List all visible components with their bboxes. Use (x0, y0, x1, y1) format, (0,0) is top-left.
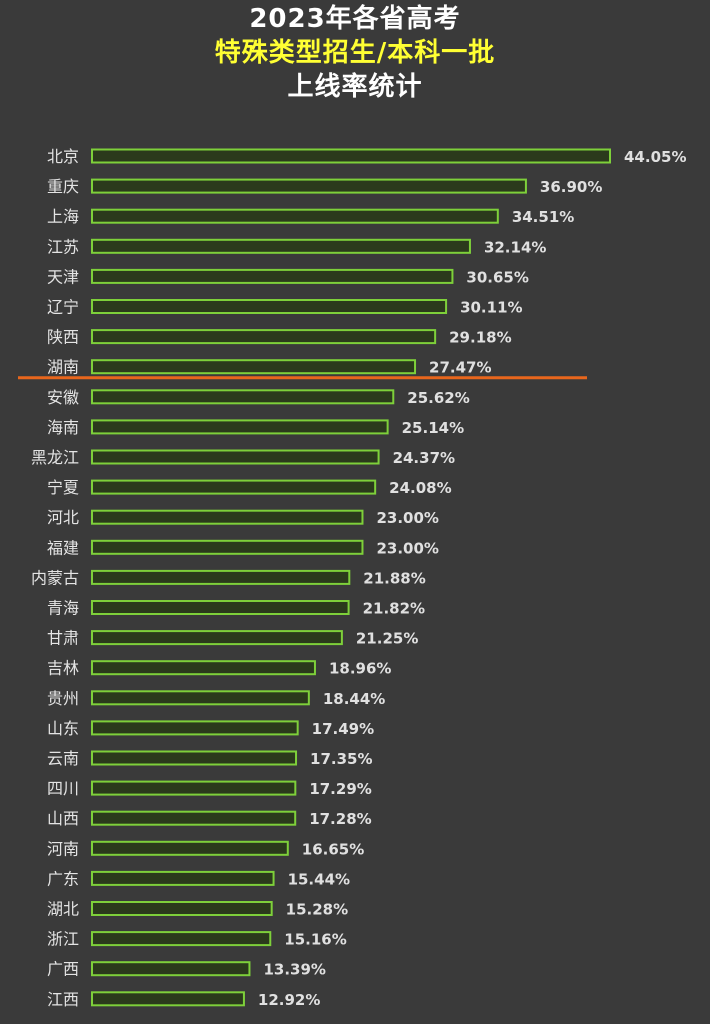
category-label: 海南 (47, 418, 79, 437)
value-label: 21.25% (356, 630, 418, 648)
bar (91, 509, 364, 525)
value-label: 30.65% (466, 268, 528, 286)
bar (91, 870, 275, 886)
category-label: 云南 (47, 749, 79, 768)
bar (91, 359, 417, 375)
category-label: 内蒙古 (31, 568, 79, 587)
value-label: 30.11% (460, 299, 522, 317)
category-label: 四川 (47, 779, 79, 798)
value-label: 15.28% (286, 901, 348, 919)
category-label: 青海 (47, 599, 79, 618)
bar (91, 539, 364, 555)
value-label: 17.35% (310, 750, 372, 768)
title-line-1: 2023年各省高考 (249, 4, 461, 34)
value-label: 13.39% (263, 961, 325, 979)
category-label: 安徽 (47, 388, 79, 407)
bar (91, 660, 316, 676)
value-label: 17.28% (309, 810, 371, 828)
category-label: 广西 (47, 960, 79, 979)
category-label: 湖南 (47, 358, 79, 377)
value-label: 44.05% (624, 148, 686, 166)
category-label: 辽宁 (47, 298, 79, 317)
bar (91, 750, 298, 766)
value-label: 23.00% (376, 539, 438, 557)
bar (91, 630, 343, 646)
value-label: 29.18% (449, 329, 511, 347)
category-label: 河北 (47, 508, 79, 527)
bar (91, 780, 297, 796)
value-label: 36.90% (540, 178, 602, 196)
category-label: 北京 (47, 147, 79, 166)
category-label: 江西 (47, 990, 79, 1009)
category-label: 江苏 (47, 237, 79, 256)
value-label: 21.82% (363, 600, 425, 618)
value-label: 25.62% (407, 389, 469, 407)
bar (91, 389, 395, 405)
value-label: 25.14% (402, 419, 464, 437)
bar (91, 961, 251, 977)
bar (91, 600, 350, 615)
category-label: 上海 (47, 207, 79, 226)
bar (91, 148, 611, 164)
category-label: 贵州 (47, 689, 79, 708)
category-label: 陕西 (47, 328, 79, 347)
value-label: 24.08% (389, 479, 451, 497)
bar (91, 569, 351, 585)
title-line-2: 特殊类型招生/本科一批 (214, 38, 496, 68)
chart-title: 2023年各省高考 特殊类型招生/本科一批 上线率统计 (0, 2, 710, 104)
bar (91, 901, 273, 916)
category-label: 广东 (47, 869, 79, 888)
category-label: 山西 (47, 809, 79, 828)
bar (91, 178, 527, 194)
bar (91, 479, 377, 495)
category-label: 吉林 (47, 659, 79, 678)
bar (91, 840, 289, 856)
bar (91, 419, 389, 435)
value-label: 34.51% (512, 208, 574, 226)
bar (91, 449, 380, 465)
category-label: 宁夏 (47, 478, 79, 497)
value-label: 12.92% (258, 991, 320, 1009)
value-label: 21.88% (363, 569, 425, 587)
bar (91, 991, 245, 1007)
category-label: 浙江 (47, 930, 79, 949)
category-label: 湖北 (47, 900, 79, 919)
category-label: 重庆 (47, 177, 79, 196)
bar (91, 720, 299, 736)
value-label: 18.44% (323, 690, 385, 708)
bar (91, 810, 297, 826)
category-label: 黑龙江 (31, 448, 79, 467)
value-label: 16.65% (302, 840, 364, 858)
category-label: 甘肃 (47, 629, 79, 648)
value-label: 32.14% (484, 238, 546, 256)
bar (91, 690, 310, 706)
bar (91, 208, 499, 224)
category-label: 天津 (47, 267, 79, 286)
value-label: 17.49% (312, 720, 374, 738)
bar (91, 931, 272, 947)
value-label: 15.16% (284, 931, 346, 949)
category-label: 福建 (47, 538, 79, 557)
value-label: 24.37% (393, 449, 455, 467)
category-label: 山东 (47, 719, 79, 738)
value-label: 27.47% (429, 359, 491, 377)
value-label: 17.29% (309, 780, 371, 798)
value-label: 18.96% (329, 660, 391, 678)
title-line-3: 上线率统计 (287, 72, 423, 102)
value-label: 15.44% (288, 870, 350, 888)
bar (91, 299, 448, 314)
bar (91, 329, 437, 345)
value-label: 23.00% (376, 509, 438, 527)
bar (91, 268, 454, 284)
bar (91, 238, 471, 254)
category-label: 河南 (47, 839, 79, 858)
